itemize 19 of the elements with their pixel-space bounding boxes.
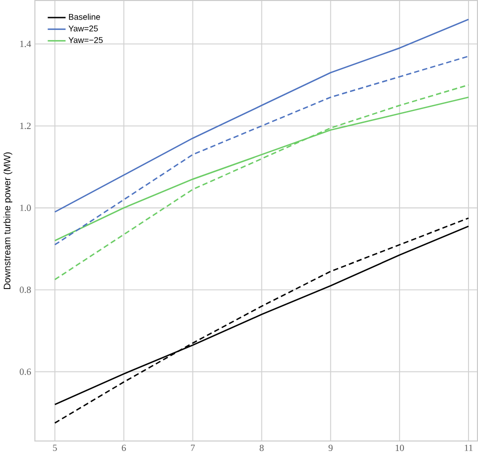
x-tick-label: 11 bbox=[464, 444, 472, 452]
x-tick-label: 10 bbox=[396, 444, 404, 452]
y-tick-label: 0.6 bbox=[20, 368, 31, 376]
y-tick-label: 1.4 bbox=[20, 41, 32, 48]
line-series bbox=[54, 18, 470, 213]
x-tick-label: 6 bbox=[122, 444, 126, 452]
legend-label: Yaw=−25 bbox=[68, 37, 103, 44]
y-tick-label: 1.2 bbox=[20, 122, 31, 130]
y-axis-title: Downstream turbine power (MW) bbox=[3, 152, 12, 290]
line-series bbox=[54, 56, 470, 246]
x-tick-label: 5 bbox=[53, 444, 57, 452]
y-tick-label: 0.8 bbox=[20, 286, 31, 294]
x-tick-label: 7 bbox=[191, 444, 195, 452]
y-tick-label: 1.0 bbox=[20, 204, 31, 212]
x-tick-label: 8 bbox=[260, 444, 264, 452]
x-tick-label: 9 bbox=[328, 444, 333, 452]
line-series bbox=[54, 84, 470, 280]
legend-label: Yaw=25 bbox=[68, 26, 98, 32]
legend-label: Baseline bbox=[69, 14, 100, 20]
